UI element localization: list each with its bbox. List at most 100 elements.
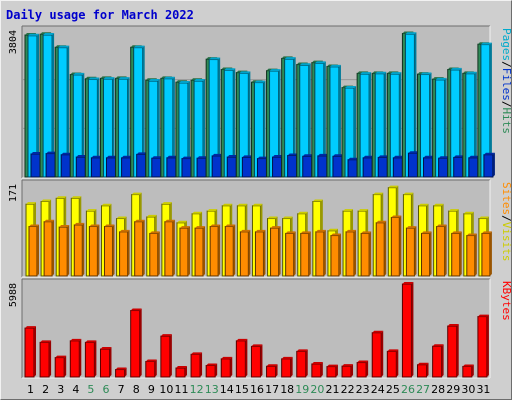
bar-top (450, 67, 462, 70)
bar-top (131, 192, 142, 195)
bar-kbytes-day-8 (130, 308, 142, 378)
bar-top (284, 57, 296, 60)
bar-top (103, 77, 115, 80)
bar-top (59, 225, 70, 228)
bar-top (71, 196, 82, 199)
panel-kbytes: 5988 KBytes (8, 278, 512, 379)
bar-top (332, 154, 344, 157)
bar-top (44, 219, 55, 222)
legend-entry: Visits (500, 222, 512, 262)
bar-kbytes-day-23 (356, 360, 369, 378)
bar-fill (149, 232, 159, 277)
bar-side (79, 338, 82, 377)
bar-sites-day-12 (194, 226, 206, 277)
bar-sites-day-20 (315, 229, 326, 277)
bar-top (252, 203, 263, 206)
bar-top (46, 151, 58, 154)
bar-top (403, 192, 414, 195)
bar-top (363, 155, 375, 158)
bar-fill (332, 155, 343, 178)
bar-fill (270, 227, 280, 277)
x-tick-label: 31 (476, 383, 490, 396)
bar-fill (134, 221, 144, 277)
bar-side (142, 45, 145, 178)
bar-top (179, 226, 190, 229)
bar-sites-day-4 (73, 222, 85, 277)
bar-top (257, 156, 269, 159)
bar-top (89, 224, 100, 227)
bar-fill (115, 369, 126, 378)
y-max-label: 3804 (8, 30, 19, 54)
x-tick-label: 27 (416, 383, 430, 396)
legend-sites_visits: Sites/Visits (500, 182, 512, 262)
bar-files-day-13 (208, 57, 221, 178)
bar-fill (60, 154, 71, 178)
bar-top (296, 349, 308, 352)
bar-side (52, 219, 55, 276)
bar-kbytes-day-24 (371, 330, 384, 378)
bar-fill (241, 156, 252, 178)
bar-fill (438, 157, 449, 178)
bar-fill (466, 235, 476, 277)
bar-side (157, 79, 160, 177)
bar-fill (235, 340, 246, 378)
bar-top (73, 72, 85, 75)
bar-side (215, 363, 218, 377)
bar-top (163, 76, 175, 79)
bar-kbytes-day-4 (69, 338, 82, 378)
bar-fill (145, 360, 156, 378)
bar-side (263, 80, 266, 177)
bar-top (254, 80, 266, 83)
bar-fill (266, 365, 277, 378)
bar-top (121, 155, 133, 158)
bar-top (346, 229, 357, 232)
bar-kbytes-day-6 (99, 347, 112, 378)
bar-side (489, 231, 492, 276)
bar-fill (194, 227, 204, 277)
bar-fill (392, 157, 403, 178)
bar-top (300, 231, 311, 234)
bar-top (391, 215, 402, 218)
legend-entry: KBytes (500, 281, 512, 321)
bar-side (248, 71, 251, 177)
bar-side (230, 356, 233, 377)
x-tick-label: 15 (235, 383, 249, 396)
bar-top (251, 344, 263, 347)
bar-side (444, 224, 447, 276)
bar-fill (302, 155, 313, 178)
bar-top (149, 231, 160, 234)
bar-top (29, 224, 39, 227)
bar-fill (287, 155, 298, 178)
bar-kbytes-day-31 (477, 314, 489, 378)
bar-fill (196, 157, 207, 178)
legend-entry: Sites (500, 182, 512, 215)
bar-side (203, 79, 206, 177)
bar-side (187, 226, 190, 276)
bar-kbytes-day-19 (296, 349, 308, 378)
bar-side (290, 356, 293, 377)
bar-top (390, 72, 402, 75)
bar-top (148, 79, 160, 82)
bar-top (417, 362, 429, 365)
x-tick-label: 28 (431, 383, 445, 396)
bar-top (387, 349, 399, 352)
bar-sites-day-21 (330, 233, 341, 277)
bar-top (317, 153, 329, 156)
legend-entry: / (500, 101, 512, 108)
x-tick-label: 22 (341, 383, 355, 396)
bar-side (97, 77, 100, 177)
bar-top (25, 326, 36, 329)
bar-top (376, 220, 387, 223)
bar-fill (423, 157, 434, 178)
bar-fill (481, 232, 491, 277)
bar-fill (256, 158, 267, 178)
bar-top (480, 42, 492, 45)
bar-kbytes-day-20 (311, 361, 323, 378)
bar-fill (69, 340, 80, 378)
bar-files-day-12 (193, 79, 206, 178)
bar-fill (360, 232, 370, 277)
bar-fill (181, 158, 192, 178)
bar-fill (341, 365, 352, 378)
bar-fill (375, 222, 385, 277)
x-tick-label: 25 (386, 383, 400, 396)
